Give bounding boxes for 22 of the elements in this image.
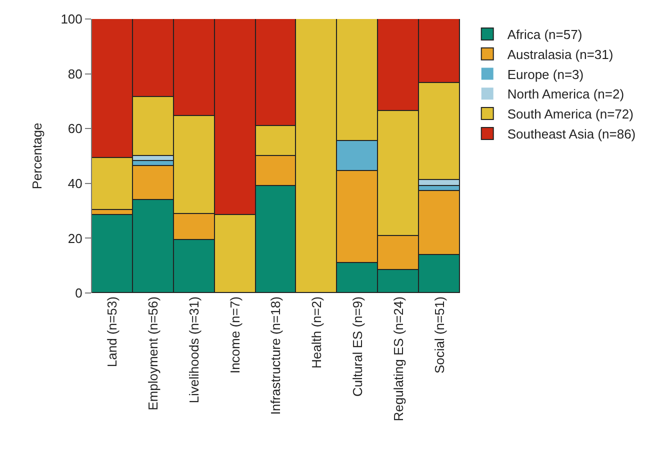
y-tick-label: 20 bbox=[68, 230, 82, 246]
x-tick-label: Health (n=2) bbox=[309, 296, 324, 369]
y-tick-label: 60 bbox=[68, 121, 82, 136]
legend-label: Australasia (n=31) bbox=[507, 46, 614, 62]
legend-label: North America (n=2) bbox=[507, 86, 624, 102]
y-axis-title: Percentage bbox=[30, 122, 45, 190]
y-tick-label: 80 bbox=[68, 66, 82, 82]
legend-label: Europe (n=3) bbox=[507, 66, 584, 82]
y-tick-label: 40 bbox=[68, 176, 82, 191]
legend-label: Southeast Asia (n=86) bbox=[507, 126, 636, 142]
legend-label: Africa (n=57) bbox=[507, 27, 582, 42]
x-tick-label: Livelihoods (n=31) bbox=[186, 296, 202, 404]
y-tick-label: 100 bbox=[60, 12, 82, 27]
legend-label: South America (n=72) bbox=[507, 106, 634, 122]
x-tick-label: Regulating ES (n=24) bbox=[390, 296, 406, 422]
x-tick-label: Land (n=53) bbox=[104, 296, 120, 368]
x-tick-label: Income (n=7) bbox=[227, 296, 242, 374]
x-tick-label: Employment (n=56) bbox=[146, 296, 161, 410]
x-tick-label: Cultural ES (n=9) bbox=[350, 296, 366, 397]
x-tick-label: Social (n=51) bbox=[432, 296, 447, 374]
x-tick-label: Infrastructure (n=18) bbox=[268, 296, 284, 415]
y-tick-label: 0 bbox=[75, 286, 82, 301]
